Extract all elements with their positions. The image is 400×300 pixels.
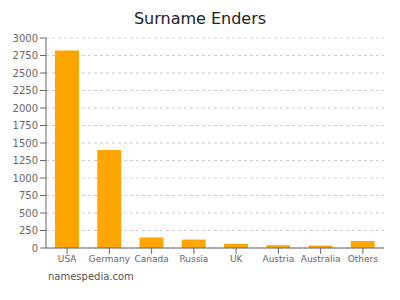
svg-text:500: 500 — [19, 208, 38, 219]
svg-text:Germany: Germany — [89, 254, 131, 264]
svg-text:UK: UK — [230, 254, 244, 264]
svg-text:Russia: Russia — [179, 254, 208, 264]
svg-text:2250: 2250 — [13, 85, 38, 96]
html-text:Surname Enders: Surname Enders — [133, 9, 267, 28]
svg-text:Canada: Canada — [135, 254, 169, 264]
svg-text:Australia: Australia — [301, 254, 341, 264]
svg-text:USA: USA — [58, 254, 77, 264]
svg-text:250: 250 — [19, 225, 38, 236]
svg-text:Others: Others — [348, 254, 379, 264]
svg-text:1750: 1750 — [13, 120, 38, 131]
svg-text:2750: 2750 — [13, 50, 38, 61]
svg-text:1250: 1250 — [13, 155, 38, 166]
html-text:namespedia.com: namespedia.com — [48, 271, 134, 282]
svg-text:3000: 3000 — [13, 33, 38, 44]
svg-text:Austria: Austria — [262, 254, 294, 264]
svg-text:2000: 2000 — [13, 103, 38, 114]
svg-text:750: 750 — [19, 190, 38, 201]
svg-text:2500: 2500 — [13, 68, 38, 79]
svg-text:1000: 1000 — [13, 173, 38, 184]
svg-text:1500: 1500 — [13, 138, 38, 149]
svg-text:0: 0 — [32, 243, 38, 254]
